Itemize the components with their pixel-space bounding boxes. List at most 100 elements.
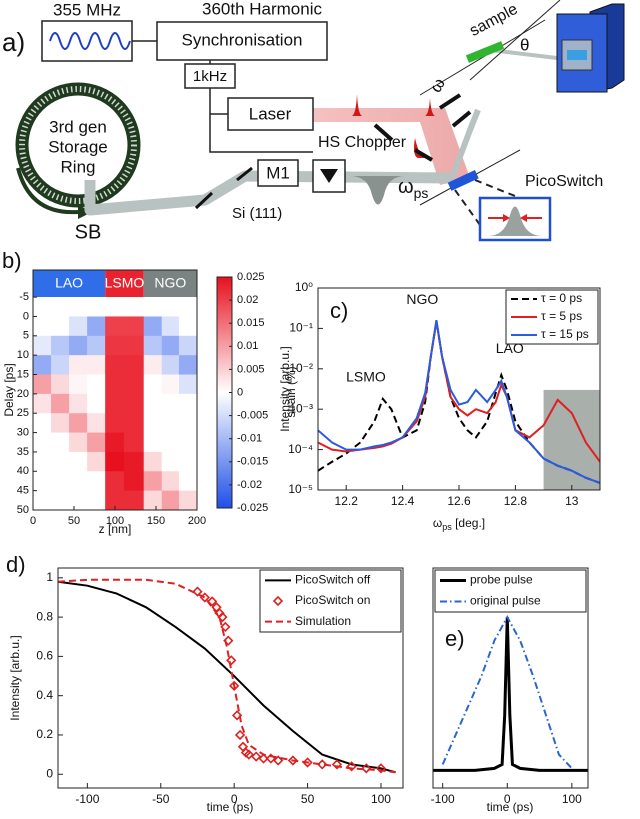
layer-label: LSMO: [105, 275, 145, 291]
x-axis-label-part: ω: [433, 516, 442, 530]
laser-label: Laser: [249, 104, 292, 123]
legend-label: τ = 5 ps: [541, 309, 582, 323]
x-tick-label: 100: [106, 515, 124, 527]
rate-label: 1kHz: [193, 68, 227, 85]
plot-area: [318, 319, 600, 490]
data-point: [192, 586, 203, 597]
heat-cell: [51, 393, 70, 414]
chopper-label: HS Chopper: [318, 134, 407, 151]
heat-cell: [124, 471, 145, 492]
y-tick-label: 10⁻¹: [289, 321, 313, 335]
data-line: [318, 321, 600, 463]
colorbar-tick-label: -0.01: [237, 433, 262, 445]
heat-cell: [87, 393, 106, 414]
y-tick-label: 20: [17, 388, 29, 400]
heat-cell: [105, 335, 125, 356]
data-point: [273, 755, 284, 766]
heat-cell: [69, 432, 88, 453]
data-point: [226, 655, 237, 666]
data-line: [318, 319, 600, 484]
heat-cell: [105, 413, 125, 434]
data-line: [441, 615, 573, 770]
plot-area: [58, 578, 396, 774]
sine-wave: [49, 32, 131, 50]
mirror-label: M1: [266, 163, 290, 182]
heat-cell: [51, 413, 70, 434]
y-axis-label: Intensity [arb.u.]: [278, 346, 292, 431]
plot-frame: [432, 567, 589, 789]
x-tick-label: 50: [68, 515, 80, 527]
data-line: [58, 578, 396, 774]
heat-cell: [33, 471, 52, 492]
clock-box: [41, 20, 133, 62]
omega-label: ω: [426, 75, 449, 96]
laser-box: [227, 97, 314, 131]
heat-cell: [87, 490, 106, 511]
legend-label: PicoSwitch off: [295, 573, 371, 587]
heat-cell: [161, 316, 180, 337]
heat-cell: [161, 490, 180, 511]
heat-cell: [124, 413, 145, 434]
harmonic-label: 360th Harmonic: [202, 0, 323, 18]
panel-label: a): [2, 27, 25, 57]
heat-cell: [33, 355, 52, 376]
heat-cell: [33, 432, 52, 453]
layer-label: NGO: [154, 275, 186, 291]
y-axis-label: Intensity [arb.u.]: [8, 635, 22, 720]
legend-label: original pulse: [470, 594, 541, 608]
layer-band: [105, 270, 144, 297]
data-point: [287, 755, 299, 766]
heat-cell: [178, 393, 198, 414]
colorbar-tick-label: -0.025: [237, 502, 268, 514]
legend-label: Simulation: [295, 614, 351, 628]
heat-cell: [33, 490, 52, 511]
panel-label: e): [445, 626, 465, 651]
data-line: [318, 321, 600, 484]
y-tick-label: 0.2: [36, 727, 53, 741]
heat-cell: [87, 413, 106, 434]
annotation: NGO: [406, 291, 438, 307]
clock-label: 355 MHz: [53, 0, 121, 19]
heat-cell: [143, 393, 163, 414]
heat-cell: [69, 374, 88, 395]
heat-cell: [105, 432, 125, 453]
heat-cell: [178, 335, 198, 356]
legend-label: PicoSwitch on: [295, 593, 370, 607]
colorbar-tick-label: -0.005: [237, 410, 268, 422]
y-tick-label: 0.6: [36, 649, 53, 663]
heat-cell: [143, 432, 163, 453]
y-tick-label: 35: [17, 446, 29, 458]
heat-cell: [87, 355, 106, 376]
heat-cell: [51, 451, 70, 472]
y-tick-label: 1: [46, 570, 53, 584]
y-tick-label: 0.8: [36, 609, 53, 623]
data-point: [258, 753, 269, 764]
layer-label: LAO: [55, 275, 83, 291]
zoom-pulse: [488, 206, 542, 236]
panel-label: c): [330, 298, 348, 323]
y-tick-label: 10⁻⁴: [288, 442, 313, 456]
heat-cell: [69, 393, 88, 414]
sync-label: Synchronisation: [182, 30, 303, 49]
heat-cell: [51, 471, 70, 492]
x-axis-label: ωps [deg.]: [433, 516, 485, 532]
data-point: [231, 710, 243, 721]
heat-cell: [124, 393, 145, 414]
heat-cell: [143, 471, 163, 492]
x-tick-label: 0: [30, 515, 36, 527]
y-tick-label: 45: [17, 485, 29, 497]
data-point: [346, 761, 357, 772]
picoswitch: [447, 170, 479, 191]
data-point: [331, 759, 343, 770]
heat-cell: [105, 374, 125, 395]
heat-cell: [105, 355, 125, 376]
colorbar-tick-label: 0: [237, 386, 243, 398]
heat-cell: [143, 374, 163, 395]
x-tick-label: 13: [565, 494, 579, 508]
mirror-box: [257, 159, 299, 187]
plot-area: [433, 615, 588, 772]
x-axis-label-part: ps: [442, 522, 452, 532]
data-point: [234, 729, 246, 741]
heat-cell: [33, 316, 52, 337]
heat-cell: [178, 490, 198, 511]
